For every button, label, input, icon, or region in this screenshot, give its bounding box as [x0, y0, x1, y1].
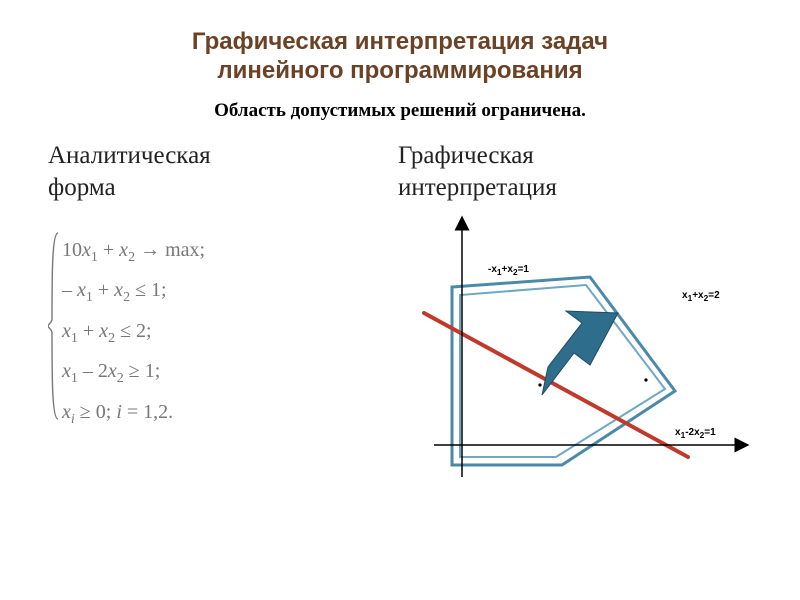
title-line-1: Графическая интерпретация задач [192, 28, 608, 55]
math-line-4: x1 – 2x2 ≥ 1; [62, 352, 392, 393]
right-heading: Графическая интерпретация [392, 140, 752, 205]
math-line-2: – x1 + x2 ≤ 1; [62, 271, 392, 312]
math-line-3: x1 + x2 ≤ 2; [62, 312, 392, 353]
content-columns: Аналитическая форма 10x1 + x2 → max; – x… [0, 140, 800, 515]
slide-subtitle: Область допустимых решений ограничена. [0, 100, 800, 122]
left-heading: Аналитическая форма [48, 140, 392, 205]
slide-title: Графическая интерпретация задач линейног… [0, 0, 800, 86]
constraint-label-2: x1+x2=2 [682, 290, 720, 303]
lp-graph [392, 215, 752, 515]
constraint-label-1: -x1+x2=1 [488, 264, 529, 277]
math-line-5: xi ≥ 0; i = 1,2. [62, 393, 392, 434]
math-line-1: 10x1 + x2 → max; [62, 231, 392, 272]
graph-svg [392, 215, 752, 515]
title-line-2: линейного программирования [217, 57, 582, 84]
math-system: 10x1 + x2 → max; – x1 + x2 ≤ 1; x1 + x2 … [48, 231, 392, 434]
right-column: Графическая интерпретация [392, 140, 752, 515]
brace-icon [48, 231, 60, 421]
left-column: Аналитическая форма 10x1 + x2 → max; – x… [48, 140, 392, 515]
constraint-label-3: x1-2x2=1 [675, 427, 716, 440]
